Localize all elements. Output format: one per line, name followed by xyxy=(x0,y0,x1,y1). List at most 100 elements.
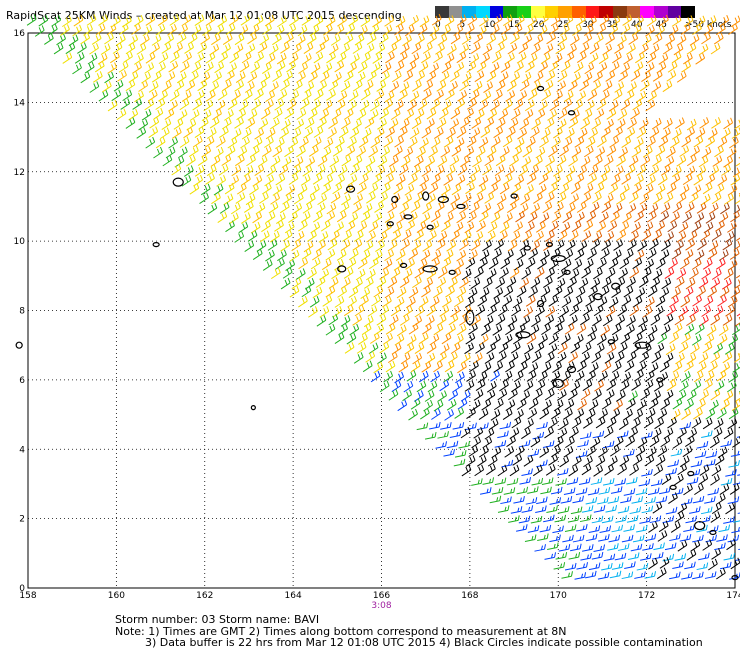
wind-barb xyxy=(576,524,588,532)
wind-barb xyxy=(722,314,733,326)
wind-barb xyxy=(561,296,572,308)
wind-barb xyxy=(702,341,713,354)
wind-barb xyxy=(479,14,489,27)
wind-barb xyxy=(480,52,491,65)
wind-barb xyxy=(285,184,296,196)
wind-barb xyxy=(525,221,535,234)
wind-barb xyxy=(325,211,336,223)
wind-barb xyxy=(282,267,293,279)
wind-barb xyxy=(89,42,99,55)
wind-barb xyxy=(493,89,503,102)
wind-barb xyxy=(554,239,565,252)
wind-barb xyxy=(507,315,518,327)
wind-barb xyxy=(479,445,489,458)
wind-barb xyxy=(659,360,670,373)
wind-barb xyxy=(473,389,484,401)
wind-barb xyxy=(718,524,731,533)
wind-barb xyxy=(685,127,695,139)
wind-barb xyxy=(593,465,604,477)
wind-barb xyxy=(470,42,481,54)
wind-barb xyxy=(217,211,228,223)
wind-barb xyxy=(654,417,665,430)
wind-barb xyxy=(191,24,202,36)
wind-barb xyxy=(649,43,660,56)
wind-barb xyxy=(427,32,438,45)
wind-barb xyxy=(686,353,697,365)
wind-barb xyxy=(715,23,726,36)
wind-barb xyxy=(456,51,467,64)
wind-barb xyxy=(690,145,700,158)
wind-barb xyxy=(409,90,420,103)
wind-barb xyxy=(570,380,581,393)
wind-barb xyxy=(227,98,238,110)
wind-barb xyxy=(576,201,587,213)
wind-barb xyxy=(647,324,658,337)
wind-barb xyxy=(635,487,648,496)
wind-barb xyxy=(525,136,536,149)
wind-barb xyxy=(714,380,725,393)
wind-barb xyxy=(122,89,133,102)
wind-barb xyxy=(465,257,476,270)
wind-barb xyxy=(454,295,464,308)
wind-barb xyxy=(437,230,448,243)
wind-barb xyxy=(664,267,675,279)
wind-barb xyxy=(360,15,371,27)
wind-barb xyxy=(484,117,495,129)
wind-barb xyxy=(586,210,597,223)
wind-barb xyxy=(704,459,716,467)
wind-barb xyxy=(259,33,270,46)
wind-barb xyxy=(272,33,282,46)
wind-barb xyxy=(585,533,598,542)
wind-barb xyxy=(587,173,597,186)
wind-barb xyxy=(629,464,640,476)
wind-barb xyxy=(714,542,726,551)
wind-barb xyxy=(705,135,716,148)
wind-barb xyxy=(449,155,460,167)
wind-barb xyxy=(447,202,458,214)
wind-barb xyxy=(467,211,477,224)
wind-barb xyxy=(505,52,515,65)
wind-barb xyxy=(264,174,275,187)
wind-barb xyxy=(272,107,283,120)
wind-barb xyxy=(542,165,553,177)
island-outline xyxy=(399,262,408,269)
wind-barb xyxy=(292,79,303,92)
wind-barb xyxy=(198,117,209,130)
wind-barb xyxy=(366,191,376,204)
wind-barb xyxy=(346,257,357,270)
wind-barb xyxy=(574,173,585,185)
wind-barb xyxy=(429,296,440,308)
wind-barb xyxy=(666,304,677,317)
wind-barb xyxy=(671,15,682,27)
wind-barb xyxy=(254,88,264,101)
wind-barb xyxy=(654,342,665,355)
wind-barb xyxy=(362,164,373,177)
wind-barb xyxy=(548,417,558,430)
wind-barb xyxy=(537,24,548,37)
wind-barb xyxy=(693,370,704,383)
wind-barb xyxy=(711,192,722,205)
wind-barb xyxy=(547,109,557,121)
wind-barb xyxy=(551,211,562,223)
wind-barb xyxy=(545,70,556,83)
wind-barb xyxy=(617,304,628,317)
wind-barb xyxy=(648,362,659,375)
wind-barb xyxy=(530,240,541,252)
wind-barb xyxy=(313,126,324,138)
wind-barb xyxy=(399,81,410,94)
wind-barb xyxy=(178,23,188,36)
wind-barb xyxy=(316,240,326,252)
wind-barb xyxy=(490,409,501,421)
wind-barb xyxy=(544,314,555,327)
wind-barb xyxy=(225,145,236,157)
wind-barb xyxy=(234,33,245,46)
wind-barb xyxy=(691,417,702,429)
x-tick-label: 166 xyxy=(373,591,390,601)
wind-barb xyxy=(664,231,675,243)
wind-barb xyxy=(541,323,551,336)
wind-barb xyxy=(605,505,618,513)
wind-barb xyxy=(495,154,506,167)
wind-barb xyxy=(439,379,450,392)
wind-barb xyxy=(670,448,683,457)
